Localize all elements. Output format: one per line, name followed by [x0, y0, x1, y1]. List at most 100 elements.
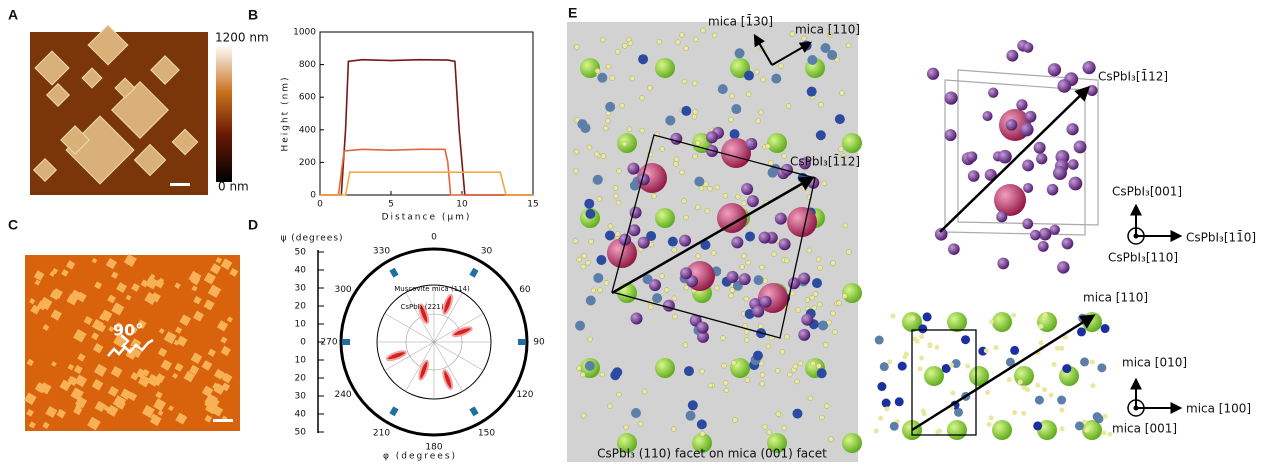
psi-tick-label: 50: [295, 428, 307, 438]
o-atom: [1055, 346, 1060, 351]
o-atom: [989, 415, 994, 420]
i-atom: [948, 243, 960, 255]
i-atom: [679, 235, 691, 247]
psi-tick-label: 50: [295, 248, 307, 258]
i-atom: [945, 129, 957, 141]
k-atom: [842, 283, 862, 303]
o-atom: [707, 186, 712, 191]
si-atom: [580, 123, 590, 133]
si-atom: [875, 336, 884, 345]
o-atom: [1103, 414, 1108, 419]
o-atom: [608, 224, 613, 229]
si-atom: [880, 362, 889, 371]
i-atom: [630, 207, 642, 219]
o-atom: [721, 335, 726, 340]
o-atom: [660, 146, 665, 151]
o-atom: [846, 249, 851, 254]
si-atom: [1093, 412, 1102, 421]
i-atom: [997, 258, 1009, 270]
o-atom: [615, 232, 620, 237]
k-atom: [992, 312, 1012, 332]
o-atom: [843, 223, 848, 228]
si-atom: [585, 209, 595, 219]
axis-label: CsPbI₃[11̄0]: [1186, 230, 1256, 244]
i-atom: [1025, 111, 1037, 123]
o-atom: [576, 257, 581, 262]
o-atom: [1059, 346, 1064, 351]
y-tick-label: 0: [310, 191, 316, 201]
o-atom: [1059, 408, 1064, 413]
phi-tick-label: 120: [516, 390, 533, 400]
o-atom: [1049, 392, 1054, 397]
k-atom: [924, 366, 944, 386]
si-atom: [586, 296, 596, 306]
i-atom: [1006, 119, 1018, 131]
o-atom: [831, 311, 836, 316]
i-atom: [759, 232, 771, 244]
line-series: [320, 172, 533, 195]
o-atom: [576, 366, 581, 371]
unit-cell-3d: [927, 40, 1098, 274]
k-atom: [655, 58, 675, 78]
panel-label: B: [248, 7, 258, 23]
o-atom: [782, 425, 787, 430]
o-atom: [817, 302, 822, 307]
i-atom: [1039, 228, 1052, 241]
o-atom: [672, 296, 677, 301]
si-atom: [638, 54, 648, 64]
o-atom: [699, 186, 704, 191]
o-atom: [672, 314, 677, 319]
o-atom: [816, 363, 821, 368]
colorbar-max: 1200 nm: [215, 31, 269, 45]
i-atom: [1066, 123, 1078, 135]
y-tick-label: 600: [299, 93, 316, 103]
x-tick-label: 0: [317, 200, 323, 210]
i-atom: [670, 133, 682, 145]
o-atom: [1021, 385, 1026, 390]
o-atom: [696, 254, 701, 259]
o-atom: [723, 380, 728, 385]
o-atom: [1039, 340, 1044, 345]
i-atom: [1022, 218, 1033, 229]
i-atom: [1023, 42, 1034, 53]
si-atom: [593, 175, 603, 185]
o-atom: [714, 285, 719, 290]
o-atom: [949, 362, 954, 367]
i-atom: [663, 300, 675, 312]
i-atom: [706, 131, 718, 143]
o-atom: [802, 36, 807, 41]
axis-label: mica [100]: [1186, 402, 1251, 416]
axis-label: CsPbI₃[1̄12]: [790, 154, 860, 168]
o-atom: [692, 114, 697, 119]
phi-tick-label: 180: [425, 443, 442, 453]
phi-label: φ (degrees): [383, 452, 457, 462]
i-atom: [1048, 63, 1061, 76]
o-atom: [802, 186, 807, 191]
o-atom: [887, 359, 892, 364]
o-atom: [682, 79, 687, 84]
o-atom: [581, 413, 586, 418]
o-atom: [740, 265, 745, 270]
panel-label: C: [8, 217, 18, 233]
o-atom: [779, 64, 784, 69]
si-atom: [731, 104, 741, 114]
si-atom: [1080, 357, 1089, 366]
si-atom: [681, 106, 691, 116]
o-atom: [607, 404, 612, 409]
axis-label: mica [1̄30]: [708, 14, 773, 28]
o-atom: [622, 141, 627, 146]
o-atom: [573, 168, 578, 173]
o-atom: [890, 314, 895, 319]
o-atom: [613, 186, 618, 191]
mica-peak: [389, 406, 398, 416]
unit-cell: [912, 330, 976, 435]
i-atom: [741, 183, 753, 195]
i-atom: [747, 195, 759, 207]
o-atom: [594, 152, 599, 157]
o-atom: [775, 368, 780, 373]
o-atom: [672, 248, 677, 253]
si-atom: [1075, 421, 1084, 430]
si-atom: [961, 335, 970, 344]
outer-label: Muscovite mica (114): [394, 285, 470, 293]
si-atom: [792, 409, 802, 419]
